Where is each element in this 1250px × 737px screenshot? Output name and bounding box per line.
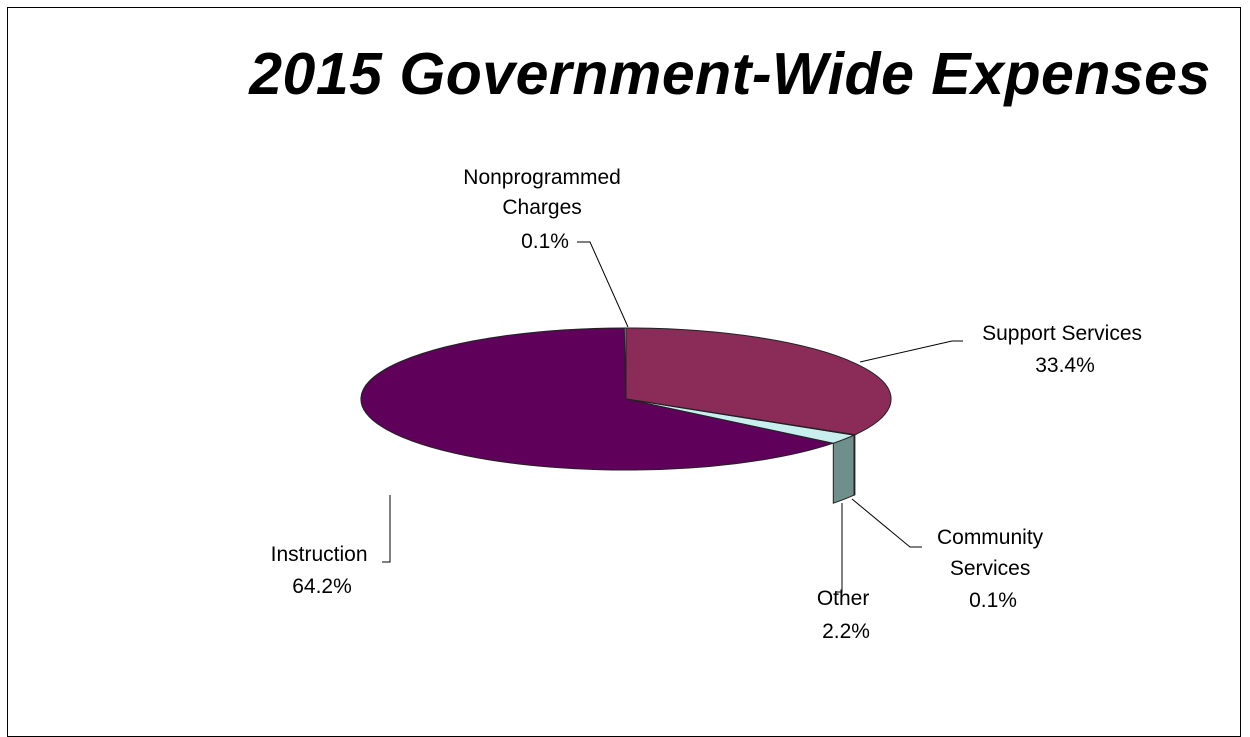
nonprogrammed-charges-slice[interactable]	[623, 327, 627, 400]
support-services-slice[interactable]	[625, 327, 892, 436]
other-leader	[835, 503, 843, 593]
community-side	[853, 434, 856, 496]
nonprogrammed-leader	[577, 241, 629, 328]
nonprogrammed-value: 0.1%	[521, 230, 569, 253]
community-services-leader	[851, 498, 922, 548]
instruction-slice[interactable]	[360, 327, 836, 471]
leader-lines	[382, 241, 963, 593]
instruction-label: Instruction 64.2%	[271, 543, 374, 598]
pie-sides	[832, 434, 856, 504]
pie-top-faces	[360, 327, 892, 471]
community-services-slice[interactable]	[625, 398, 857, 436]
support-services-label: Support Services 33.4%	[982, 322, 1148, 377]
chart-title: 2015 Government-Wide Expenses	[249, 41, 1211, 107]
community-services-label: Community Services 0.1%	[937, 526, 1049, 612]
other-label: Other 2.2%	[817, 587, 875, 643]
data-labels: Nonprogrammed Charges 0.1% Support Servi…	[271, 166, 1148, 643]
nonprogrammed-label: Nonprogrammed Charges 0.1%	[463, 166, 626, 253]
other-side	[832, 434, 855, 504]
support-services-leader	[859, 340, 963, 363]
instruction-leader	[382, 495, 391, 563]
